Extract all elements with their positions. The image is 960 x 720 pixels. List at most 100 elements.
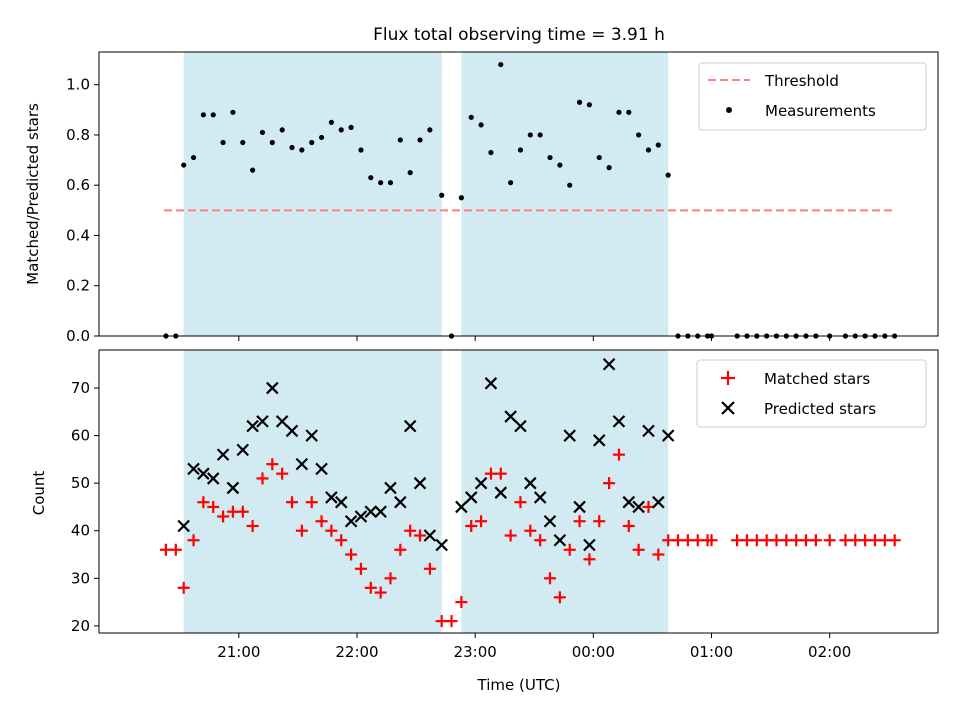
measurement-point [240, 139, 246, 146]
predicted-star-marker [494, 486, 508, 499]
predicted-marker-b [187, 462, 200, 476]
predicted-marker-b [177, 519, 190, 533]
matched-star-marker [384, 572, 397, 585]
matched-star-marker [705, 534, 718, 547]
predicted-star-marker [403, 419, 417, 433]
predicted-star-marker [484, 377, 498, 390]
predicted-star-marker [455, 500, 468, 514]
measurement-point [508, 180, 514, 186]
matched-star-marker [465, 519, 478, 532]
matched-star-marker [325, 524, 338, 537]
matched-star-marker [652, 548, 665, 561]
predicted-marker-b [494, 486, 508, 499]
measurement-point [190, 154, 197, 161]
y-tick-label: 0.2 [66, 277, 90, 295]
predicted-star-marker [642, 424, 655, 438]
shaded-interval [183, 52, 442, 336]
predicted-star-marker [325, 491, 338, 504]
predicted-marker-b [403, 419, 417, 433]
measurement-point [567, 182, 573, 188]
predicted-star-marker [632, 500, 645, 514]
measurement-point [259, 129, 266, 136]
matched-star-marker [354, 562, 367, 575]
predicted-star-marker [374, 505, 387, 518]
matched-star-marker [534, 534, 547, 547]
predicted-star-marker [563, 429, 576, 442]
predicted-star-marker [206, 472, 220, 485]
measurement-point [557, 162, 563, 168]
measurement-point [645, 147, 652, 153]
predicted-marker-b [474, 476, 488, 490]
measurement-point [498, 61, 504, 68]
matched-star-marker [445, 615, 458, 628]
predicted-star-marker [256, 415, 269, 428]
measurement-point [299, 147, 305, 153]
predicted-star-marker [246, 419, 259, 433]
legend-measurements-label: Measurements [765, 102, 876, 120]
matched-star-marker [612, 448, 625, 461]
bottom-legend: Matched stars Predicted stars [696, 359, 927, 428]
measurement-point [596, 154, 602, 161]
predicted-star-marker [334, 495, 348, 509]
predicted-star-marker [305, 429, 318, 442]
matched-star-marker [394, 543, 407, 556]
measurement-point [348, 124, 354, 130]
predicted-marker-b [334, 495, 348, 509]
matched-star-marker [177, 581, 190, 594]
matched-star-marker [197, 496, 210, 509]
predicted-marker-b [197, 467, 210, 480]
measurement-point [636, 132, 642, 138]
measurement-point [527, 132, 533, 138]
measurement-point [181, 162, 187, 168]
predicted-marker-b [533, 491, 547, 504]
matched-star-marker [632, 543, 645, 556]
measurement-point [407, 170, 413, 176]
predicted-marker-b [632, 500, 645, 514]
top-panel: 0.0 0.2 0.4 0.6 0.8 1.0 Matched/Predicted sta… [24, 51, 939, 345]
matched-star-marker [364, 581, 377, 594]
measurement-point [517, 147, 524, 153]
matched-star-marker [236, 505, 249, 518]
predicted-marker-b [413, 476, 427, 490]
chart-title: Flux total observing time = 3.91 h [373, 25, 665, 45]
matched-star-marker [583, 553, 596, 566]
predicted-marker-b [374, 505, 387, 518]
measurement-point [309, 139, 315, 146]
predicted-marker-b [583, 538, 596, 552]
predicted-marker-b [464, 491, 478, 504]
predicted-marker-b [612, 415, 626, 428]
x-tick-label: 00:00 [572, 643, 615, 661]
measurement-point [468, 114, 474, 120]
matched-star-marker [553, 591, 566, 604]
legend-measurements-swatch [726, 107, 732, 113]
x-tick-label: 21:00 [217, 643, 260, 661]
matched-star-marker [563, 543, 576, 556]
y-tick-label: 1.0 [66, 76, 90, 94]
predicted-star-marker [177, 519, 190, 533]
predicted-marker-b [553, 533, 567, 547]
matched-star-marker [305, 496, 318, 509]
x-tick-label: 23:00 [454, 643, 497, 661]
legend-predicted-label: Predicted stars [764, 400, 876, 418]
predicted-marker-b [236, 443, 250, 457]
measurement-point [439, 192, 445, 198]
matched-star-marker [266, 458, 279, 471]
predicted-star-marker [661, 429, 675, 442]
predicted-star-marker [295, 457, 309, 471]
bottom-y-axis-ticks: 20 30 40 50 60 70 [71, 379, 99, 635]
matched-star-marker [573, 515, 586, 528]
predicted-marker-b [455, 500, 468, 514]
matched-star-marker [504, 529, 517, 542]
measurement-point [269, 139, 275, 146]
x-tick-label: 02:00 [808, 643, 851, 661]
measurement-point [427, 127, 433, 133]
matched-star-marker [809, 534, 822, 547]
predicted-marker-b [642, 424, 655, 438]
matched-star-marker [374, 586, 387, 599]
matched-star-marker [823, 534, 836, 547]
top-axes-frame [98, 51, 939, 337]
matched-star-marker [345, 548, 358, 561]
predicted-star-marker [384, 481, 397, 495]
measurement-point [537, 132, 543, 138]
